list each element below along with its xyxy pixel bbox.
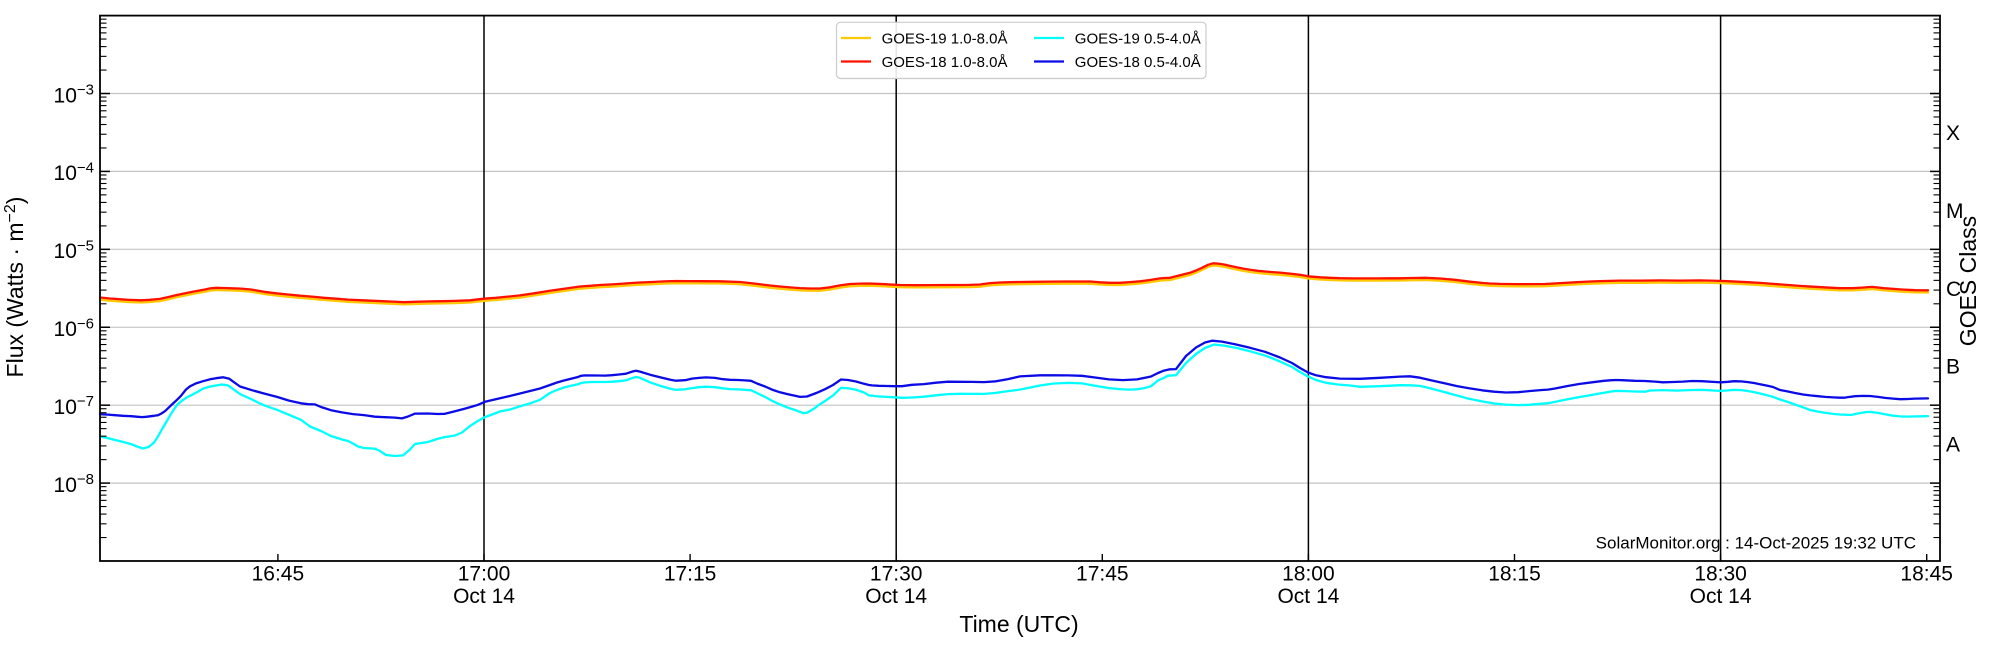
- svg-text:GOES Class: GOES Class: [1955, 216, 1981, 346]
- svg-text:17:15: 17:15: [664, 563, 717, 586]
- svg-text:16:45: 16:45: [252, 563, 305, 586]
- svg-text:10−4: 10−4: [54, 159, 94, 185]
- svg-text:17:45: 17:45: [1076, 563, 1129, 586]
- svg-text:C: C: [1946, 278, 1961, 301]
- svg-text:18:00: 18:00: [1282, 563, 1335, 586]
- svg-text:B: B: [1946, 356, 1960, 379]
- svg-text:X: X: [1946, 122, 1960, 145]
- svg-text:GOES-18 0.5-4.0Å: GOES-18 0.5-4.0Å: [1075, 54, 1201, 71]
- svg-text:Oct 14: Oct 14: [1277, 585, 1339, 608]
- svg-text:Flux (Watts · m−2): Flux (Watts · m−2): [2, 197, 28, 378]
- svg-text:GOES-19 1.0-8.0Å: GOES-19 1.0-8.0Å: [882, 30, 1008, 47]
- svg-text:10−6: 10−6: [54, 315, 94, 341]
- svg-text:17:30: 17:30: [870, 563, 923, 586]
- svg-text:GOES-19 0.5-4.0Å: GOES-19 0.5-4.0Å: [1075, 30, 1201, 47]
- svg-text:Oct 14: Oct 14: [865, 585, 927, 608]
- svg-text:10−3: 10−3: [54, 82, 94, 108]
- svg-text:Time (UTC): Time (UTC): [959, 611, 1078, 637]
- svg-text:GOES-18 1.0-8.0Å: GOES-18 1.0-8.0Å: [882, 54, 1008, 71]
- svg-text:M: M: [1946, 200, 1964, 223]
- svg-text:Oct 14: Oct 14: [453, 585, 515, 608]
- svg-text:18:15: 18:15: [1488, 563, 1541, 586]
- svg-text:Oct 14: Oct 14: [1690, 585, 1752, 608]
- svg-text:A: A: [1946, 434, 1960, 457]
- svg-text:18:30: 18:30: [1694, 563, 1747, 586]
- svg-text:17:00: 17:00: [458, 563, 511, 586]
- svg-text:SolarMonitor.org : 14-Oct-2025: SolarMonitor.org : 14-Oct-2025 19:32 UTC: [1596, 534, 1916, 553]
- svg-text:18:45: 18:45: [1900, 563, 1953, 586]
